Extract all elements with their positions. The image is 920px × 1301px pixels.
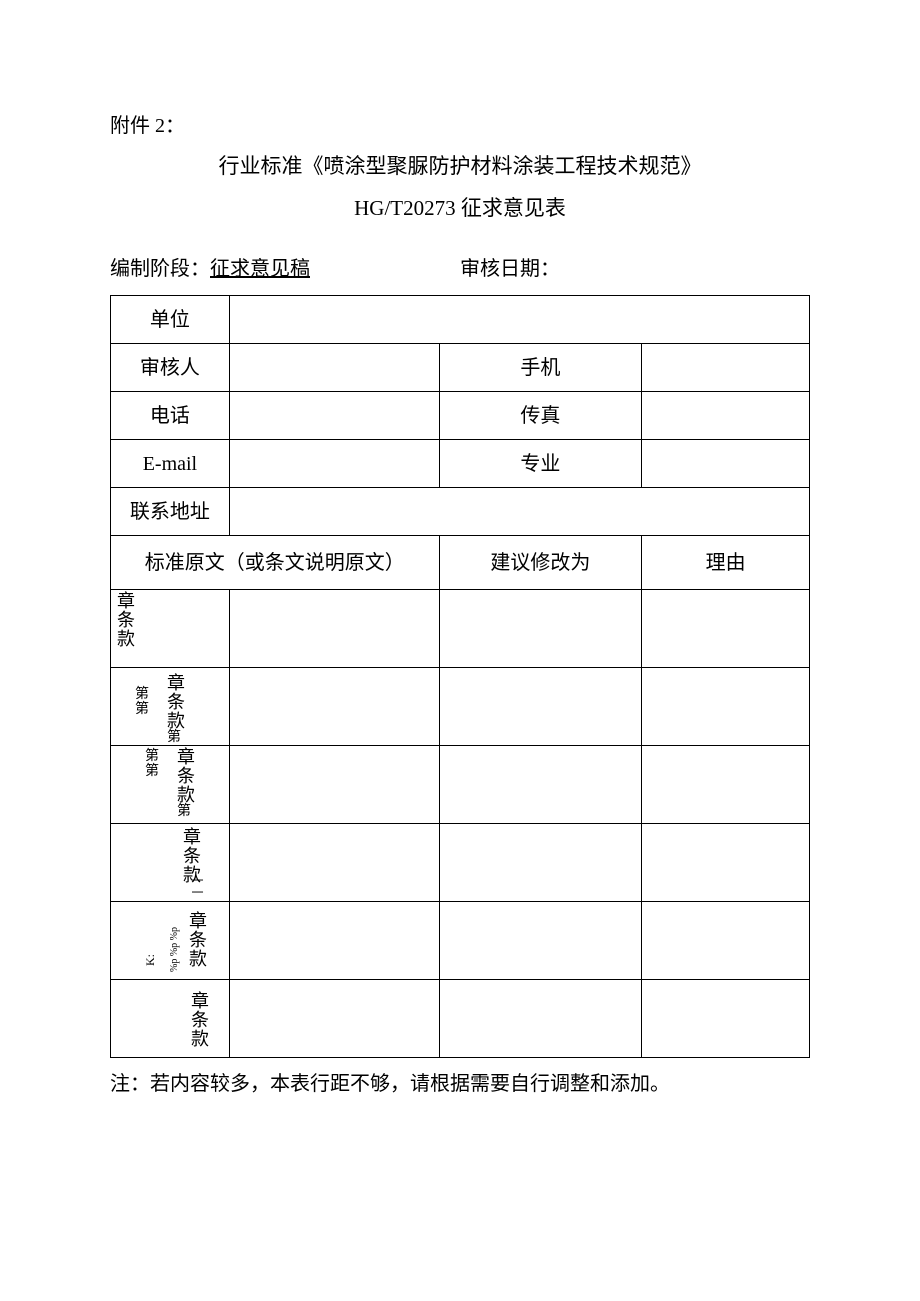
suggest-input[interactable] (439, 824, 642, 902)
reason-input[interactable] (642, 980, 810, 1058)
suggest-input[interactable] (439, 746, 642, 824)
major-input[interactable] (642, 440, 810, 488)
address-input[interactable] (229, 488, 809, 536)
header-reason: 理由 (642, 536, 810, 590)
fax-label: 传真 (439, 392, 642, 440)
mobile-label: 手机 (439, 344, 642, 392)
suggest-input[interactable] (439, 590, 642, 668)
header-suggest: 建议修改为 (439, 536, 642, 590)
table-row: 章条款 丨丨 (111, 824, 810, 902)
email-input[interactable] (229, 440, 439, 488)
original-input[interactable] (229, 590, 439, 668)
original-input[interactable] (229, 980, 439, 1058)
suggest-input[interactable] (439, 668, 642, 746)
table-row: 标准原文（或条文说明原文） 建议修改为 理由 (111, 536, 810, 590)
table-row: 第第 章条款第 (111, 746, 810, 824)
clause-label: 第第 章条款第 (111, 668, 230, 746)
email-label: E-mail (111, 440, 230, 488)
reason-input[interactable] (642, 902, 810, 980)
table-row: K: %p %p %p 章条款 (111, 902, 810, 980)
reason-input[interactable] (642, 668, 810, 746)
feedback-table: 单位 审核人 手机 电话 传真 E-mail 专业 联系地址 标准原文（或条文说… (110, 295, 810, 1058)
major-label: 专业 (439, 440, 642, 488)
stage-label: 编制阶段： (110, 258, 210, 280)
unit-label: 单位 (111, 296, 230, 344)
clause-label: 章条款 (111, 980, 230, 1058)
meta-row: 编制阶段：征求意见稿 审核日期： (110, 253, 810, 285)
clause-label: 第第 章条款第 (111, 746, 230, 824)
document-subtitle: HG/T20273 征求意见表 (110, 192, 810, 226)
table-row: E-mail 专业 (111, 440, 810, 488)
tel-label: 电话 (111, 392, 230, 440)
table-row: 单位 (111, 296, 810, 344)
unit-input[interactable] (229, 296, 809, 344)
mobile-input[interactable] (642, 344, 810, 392)
stage-value: 征求意见稿 (210, 258, 310, 280)
rotated-prefix: %p %p %p (167, 927, 183, 972)
table-row: 章条款 (111, 590, 810, 668)
rotated-prefix: K: (141, 954, 160, 966)
document-title: 行业标准《喷涂型聚脲防护材料涂装工程技术规范》 (110, 150, 810, 184)
table-row: 章条款 (111, 980, 810, 1058)
reason-input[interactable] (642, 824, 810, 902)
table-row: 审核人 手机 (111, 344, 810, 392)
reviewer-input[interactable] (229, 344, 439, 392)
table-row: 联系地址 (111, 488, 810, 536)
review-date-label: 审核日期： (460, 258, 560, 280)
tel-input[interactable] (229, 392, 439, 440)
table-row: 第第 章条款第 (111, 668, 810, 746)
clause-label: 章条款 (111, 590, 230, 668)
attachment-label: 附件 2： (110, 110, 810, 142)
original-input[interactable] (229, 668, 439, 746)
reason-input[interactable] (642, 746, 810, 824)
clause-label: 章条款 丨丨 (111, 824, 230, 902)
suggest-input[interactable] (439, 980, 642, 1058)
footnote: 注：若内容较多，本表行距不够，请根据需要自行调整和添加。 (110, 1068, 810, 1100)
rotated-prefix: 丨丨 (189, 874, 208, 898)
suggest-input[interactable] (439, 902, 642, 980)
header-original: 标准原文（或条文说明原文） (111, 536, 440, 590)
original-input[interactable] (229, 824, 439, 902)
clause-label: K: %p %p %p 章条款 (111, 902, 230, 980)
fax-input[interactable] (642, 392, 810, 440)
address-label: 联系地址 (111, 488, 230, 536)
reason-input[interactable] (642, 590, 810, 668)
original-input[interactable] (229, 902, 439, 980)
reviewer-label: 审核人 (111, 344, 230, 392)
table-row: 电话 传真 (111, 392, 810, 440)
original-input[interactable] (229, 746, 439, 824)
